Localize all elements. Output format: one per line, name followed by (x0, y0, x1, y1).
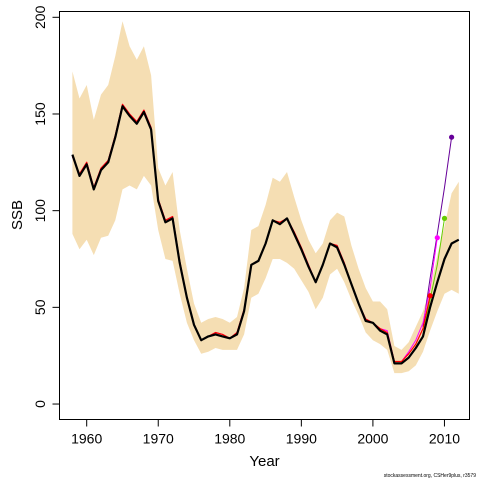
axis-layer: 1960 1970 1980 1990 2000 2010 0 50 100 150 200 (32, 5, 470, 447)
band-layer (72, 21, 459, 374)
x-tick-label: 2010 (429, 431, 460, 447)
ssb-estimate-line (71, 105, 460, 365)
footnote: stockassessment.org, CSHer9plus, r3579 (384, 473, 476, 479)
x-tick-label: 1980 (214, 431, 245, 447)
retro-end-point-4 (449, 134, 455, 140)
retro-end-point-2 (434, 235, 440, 241)
y-tick-label: 0 (32, 400, 48, 408)
y-tick-label: 100 (32, 199, 48, 223)
y-tick-label: 200 (32, 5, 48, 29)
retro-end-point-1 (427, 293, 433, 299)
confidence-band (72, 21, 459, 374)
retro-end-point-3 (441, 215, 448, 221)
plot-frame (59, 11, 470, 420)
x-tick-label: 2000 (357, 431, 388, 447)
x-tick-label: 1990 (286, 431, 317, 447)
series-layer (71, 103, 460, 365)
retro-line-3 (422, 218, 445, 335)
y-tick-label: 150 (32, 102, 48, 126)
x-axis-title: Year (249, 453, 279, 470)
x-tick-label: 1970 (143, 431, 174, 447)
y-tick-label: 50 (32, 299, 48, 315)
y-axis-title: SSB (9, 200, 26, 230)
retro-line-4 (422, 137, 453, 327)
x-tick-label: 1960 (71, 431, 102, 447)
